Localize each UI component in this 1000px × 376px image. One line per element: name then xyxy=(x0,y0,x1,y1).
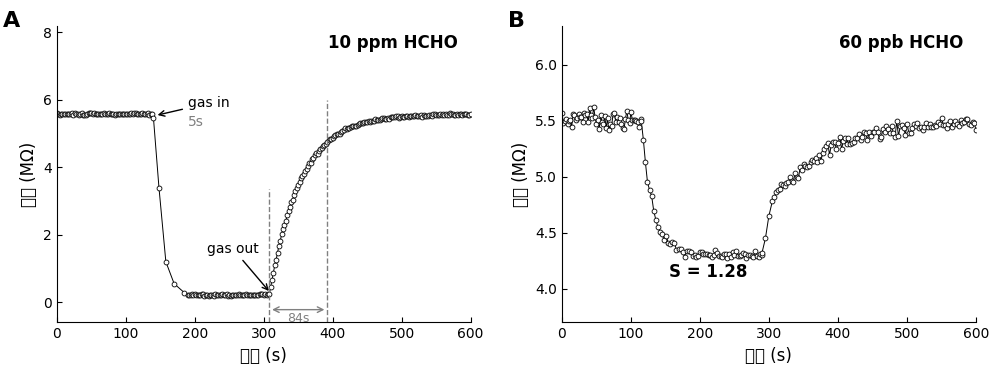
Text: 84s: 84s xyxy=(287,312,309,325)
Text: A: A xyxy=(3,11,20,31)
Text: S = 1.28: S = 1.28 xyxy=(669,263,747,281)
X-axis label: 时间 (s): 时间 (s) xyxy=(240,347,287,365)
Text: gas in: gas in xyxy=(159,96,230,116)
Y-axis label: 电阱 (MΩ): 电阱 (MΩ) xyxy=(512,141,530,207)
Y-axis label: 电阱 (MΩ): 电阱 (MΩ) xyxy=(20,141,38,207)
Text: 60 ppb HCHO: 60 ppb HCHO xyxy=(839,35,963,53)
Text: gas out: gas out xyxy=(207,241,268,290)
Text: 5s: 5s xyxy=(188,115,204,129)
Text: 10 ppm HCHO: 10 ppm HCHO xyxy=(328,35,458,53)
Text: B: B xyxy=(508,11,525,31)
X-axis label: 时间 (s): 时间 (s) xyxy=(745,347,792,365)
